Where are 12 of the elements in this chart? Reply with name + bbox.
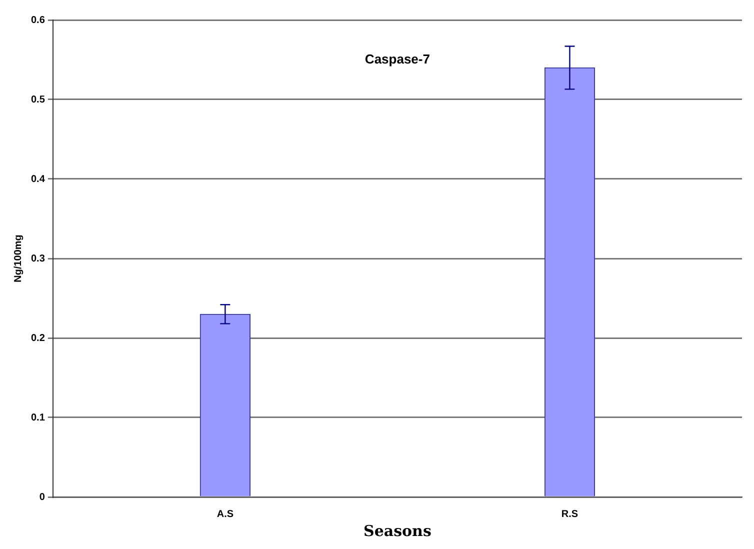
y-tick-label: 0.5 [30, 94, 46, 106]
y-axis-title: Ng/100mg [12, 234, 24, 282]
y-tick-label: 0.3 [30, 253, 46, 264]
x-tick-label: A.S [216, 508, 234, 520]
x-tick-label: R.S [561, 508, 578, 520]
y-tick-label: 0.4 [30, 174, 46, 185]
y-tick-label: 0.1 [30, 412, 46, 424]
text: Caspase-7 [364, 52, 430, 67]
y-tick-label: 0.2 [30, 332, 46, 344]
y-tick-label: 0 [39, 492, 46, 503]
x-axis-title: Seasons [364, 522, 432, 540]
y-tick-label: 0.6 [30, 14, 46, 26]
